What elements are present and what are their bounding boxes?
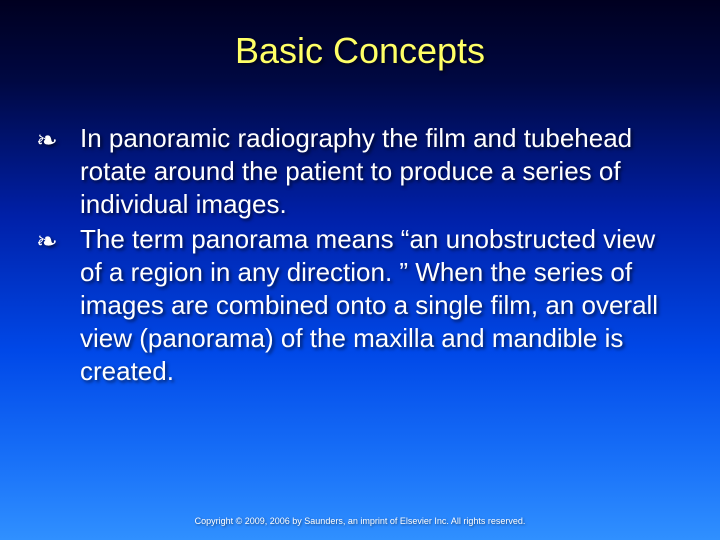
bullet-item: ❧ In panoramic radiography the film and … [36, 122, 684, 221]
bullet-text: In panoramic radiography the film and tu… [80, 122, 684, 221]
slide-title: Basic Concepts [0, 30, 720, 72]
bullet-item: ❧ The term panorama means “an unobstruct… [36, 223, 684, 388]
slide: Basic Concepts ❧ In panoramic radiograph… [0, 0, 720, 540]
bullet-marker-icon: ❧ [36, 223, 80, 259]
bullet-marker-icon: ❧ [36, 122, 80, 158]
copyright-footer: Copyright © 2009, 2006 by Saunders, an i… [0, 516, 720, 526]
bullet-text: The term panorama means “an unobstructed… [80, 223, 684, 388]
slide-body: ❧ In panoramic radiography the film and … [36, 122, 684, 390]
